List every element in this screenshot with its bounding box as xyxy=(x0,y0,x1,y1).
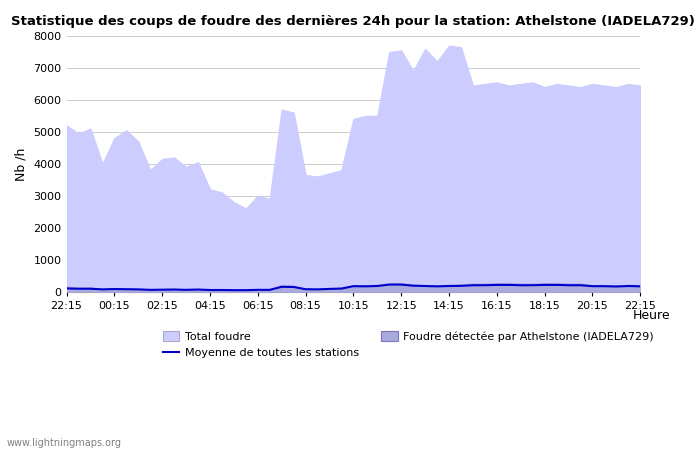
Text: www.lightningmaps.org: www.lightningmaps.org xyxy=(7,438,122,448)
Title: Statistique des coups de foudre des dernières 24h pour la station: Athelstone (I: Statistique des coups de foudre des dern… xyxy=(11,15,695,28)
Y-axis label: Nb /h: Nb /h xyxy=(15,147,28,180)
Legend: Total foudre, Moyenne de toutes les stations, Foudre détectée par Athelstone (IA: Total foudre, Moyenne de toutes les stat… xyxy=(158,327,659,363)
X-axis label: Heure: Heure xyxy=(633,310,671,323)
